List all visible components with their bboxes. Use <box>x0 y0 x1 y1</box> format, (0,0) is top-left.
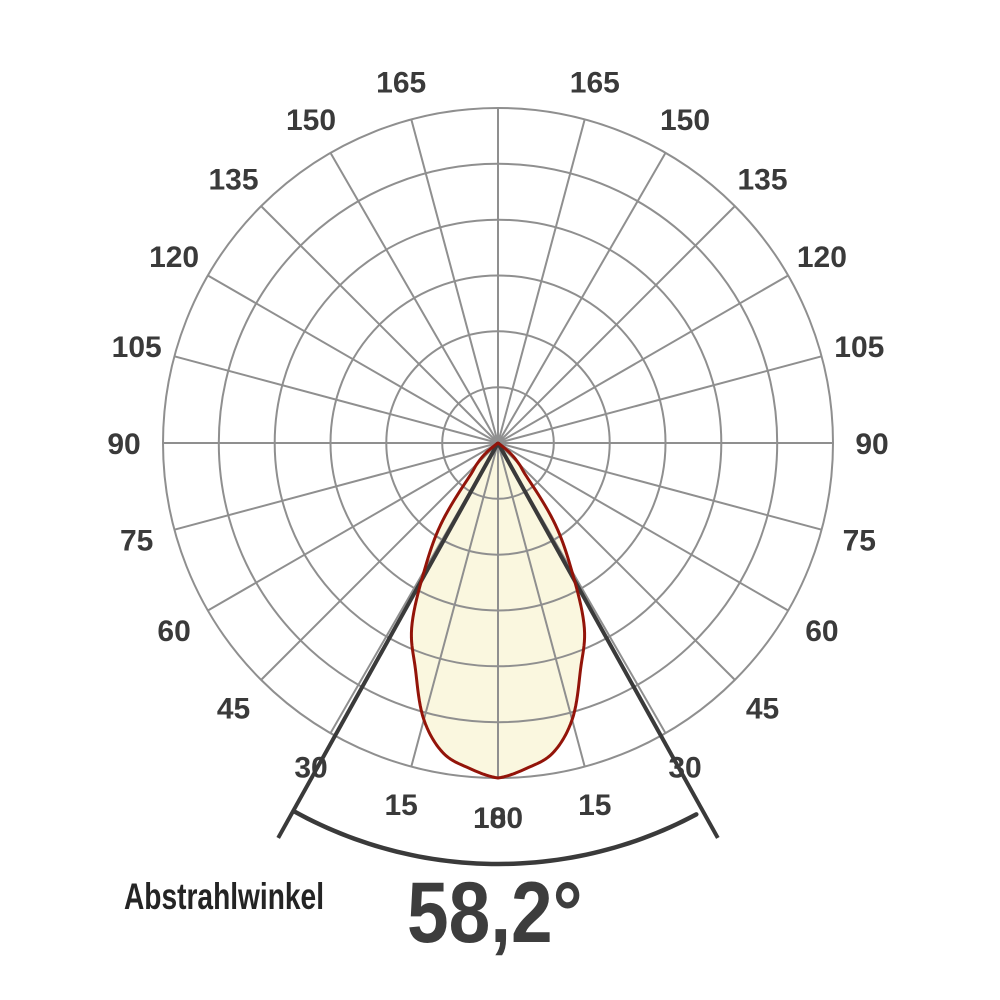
grid-spoke <box>497 442 789 612</box>
grid-spoke <box>207 442 499 612</box>
angle-tick-label: 90 <box>855 428 888 461</box>
grid-spoke <box>260 205 499 444</box>
angle-tick-label: 120 <box>797 241 847 274</box>
grid-spoke <box>497 119 586 444</box>
angle-tick-label: 75 <box>843 525 876 558</box>
angle-tick-label: 45 <box>746 692 779 725</box>
angle-tick-label: 15 <box>385 789 418 822</box>
beam-angle-caption-label: Abstrahlwinkel <box>124 876 325 917</box>
angle-tick-label: 150 <box>286 104 336 137</box>
angle-tick-label: 105 <box>112 331 162 364</box>
angle-tick-label: 90 <box>107 428 140 461</box>
angle-tick-label: 75 <box>120 525 153 558</box>
beam-angle-caption-value: 58,2° <box>407 865 583 961</box>
angle-tick-label: 45 <box>217 692 250 725</box>
grid-spoke <box>207 274 499 444</box>
beam-angle-line-right <box>496 442 720 839</box>
angle-tick-label: 150 <box>660 104 710 137</box>
angle-tick-label: 135 <box>737 163 787 196</box>
intensity-lobe-outline <box>409 441 587 780</box>
grid-spoke <box>410 119 499 444</box>
grid-spoke <box>410 442 499 767</box>
angle-tick-label: 60 <box>805 615 838 648</box>
angle-tick-label: 30 <box>668 752 701 785</box>
angle-tick-label: 120 <box>149 241 199 274</box>
angle-tick-label: 135 <box>208 163 258 196</box>
angle-tick-label: 165 <box>376 67 426 100</box>
grid-spoke <box>497 274 789 444</box>
grid-spoke <box>497 205 736 444</box>
grid-spoke <box>497 442 822 531</box>
angle-tick-label: 180 <box>473 802 523 835</box>
angle-tick-label: 165 <box>570 67 620 100</box>
beam-angle-arc <box>292 809 699 867</box>
grid-spoke <box>174 355 499 444</box>
grid-spoke <box>497 355 822 444</box>
grid-spoke <box>497 152 667 444</box>
grid-spoke <box>329 152 499 444</box>
grid-spoke <box>497 442 586 767</box>
grid-spoke <box>260 442 499 681</box>
angle-tick-label: 105 <box>834 331 884 364</box>
angle-tick-label: 0 <box>490 802 507 835</box>
angle-tick-label: 30 <box>294 752 327 785</box>
angle-tick-label: 15 <box>578 789 611 822</box>
grid-spoke <box>174 442 499 531</box>
grid-spoke <box>497 442 736 681</box>
beam-angle-line-left <box>276 442 500 839</box>
angle-tick-label: 60 <box>157 615 190 648</box>
